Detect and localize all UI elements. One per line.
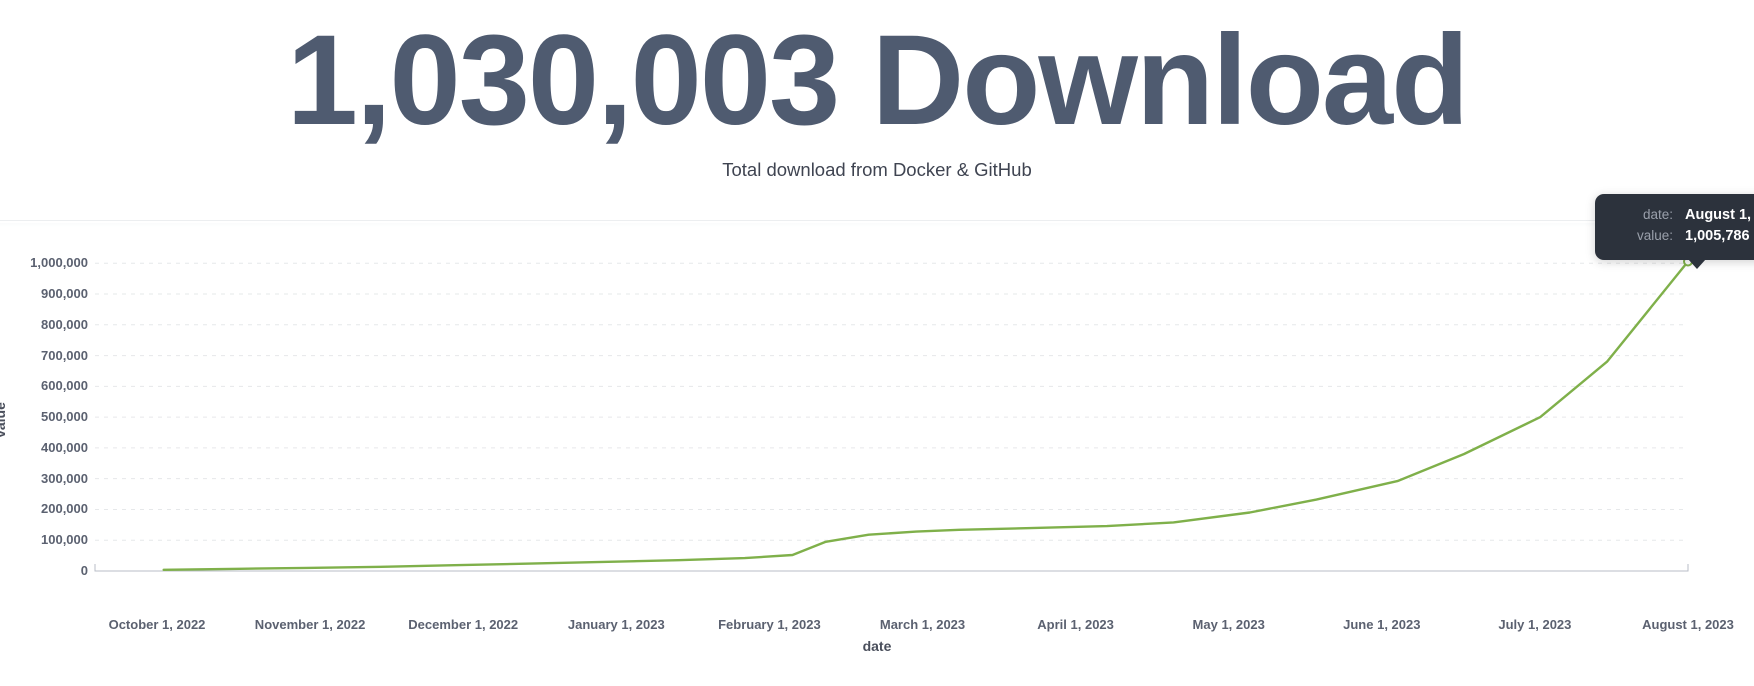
tooltip-date-value: August 1, 2023 [1685, 207, 1754, 223]
tooltip-value-row: value: 1,005,786 [1619, 226, 1754, 247]
y-axis-tick-label: 400,000 [41, 439, 88, 455]
y-axis-tick-label: 500,000 [41, 409, 88, 425]
header: 1,030,003 Download Total download from D… [0, 0, 1754, 227]
y-axis-tick-label: 100,000 [41, 532, 88, 548]
tooltip-value-label: value: [1636, 228, 1673, 244]
y-axis-tick-label: 1,000,000 [30, 255, 88, 271]
tooltip-date-label: date: [1642, 207, 1673, 222]
y-axis-tick-label: 800,000 [41, 316, 88, 332]
y-axis-tick-label: 700,000 [41, 347, 88, 363]
x-axis-tick-label: August 1, 2023 [1642, 617, 1734, 632]
x-axis-tick-label: June 1, 2023 [1343, 617, 1421, 632]
x-axis-tick-label: February 1, 2023 [718, 617, 821, 632]
axis-line [94, 564, 1689, 572]
x-axis-tick-label: May 1, 2023 [1192, 617, 1265, 632]
y-axis-tick-label: 200,000 [41, 501, 88, 517]
page-title: 1,030,003 Download [286, 9, 1470, 152]
page-subtitle: Total download from Docker & GitHub [722, 159, 1032, 180]
y-axis-tick-label: 900,000 [41, 286, 88, 301]
y-axis-tick-label: 300,000 [41, 470, 88, 486]
y-axis-tick-label: 0 [80, 563, 88, 578]
x-axis-tick-label: April 1, 2023 [1037, 617, 1114, 632]
x-axis-tick-label: July 1, 2023 [1498, 617, 1572, 632]
tooltip-arrow-icon [1688, 259, 1706, 270]
x-axis-title: date [862, 638, 892, 654]
tooltip-value-value: 1,005,786 [1685, 228, 1750, 245]
downloads-line-chart[interactable]: value date 1,000,000 900,000 800,000 700,00… [0, 227, 1754, 686]
y-axis-tick-label: 600,000 [41, 378, 88, 394]
header-divider-shadow [0, 223, 1754, 227]
x-axis-tick-label: October 1, 2022 [108, 617, 206, 632]
x-axis-tick-label: March 1, 2023 [879, 617, 966, 632]
header-divider [0, 220, 1754, 221]
tooltip-date-row: date: August 1, 2023 [1619, 205, 1754, 226]
x-axis-tick-label: December 1, 2022 [408, 617, 519, 632]
x-axis-tick-label: November 1, 2022 [254, 617, 366, 632]
chart-tooltip: date: August 1, 2023 value: 1,005,786 [1595, 194, 1754, 270]
x-axis-tick-label: January 1, 2023 [567, 617, 665, 632]
series-line-downloads [162, 260, 1690, 571]
